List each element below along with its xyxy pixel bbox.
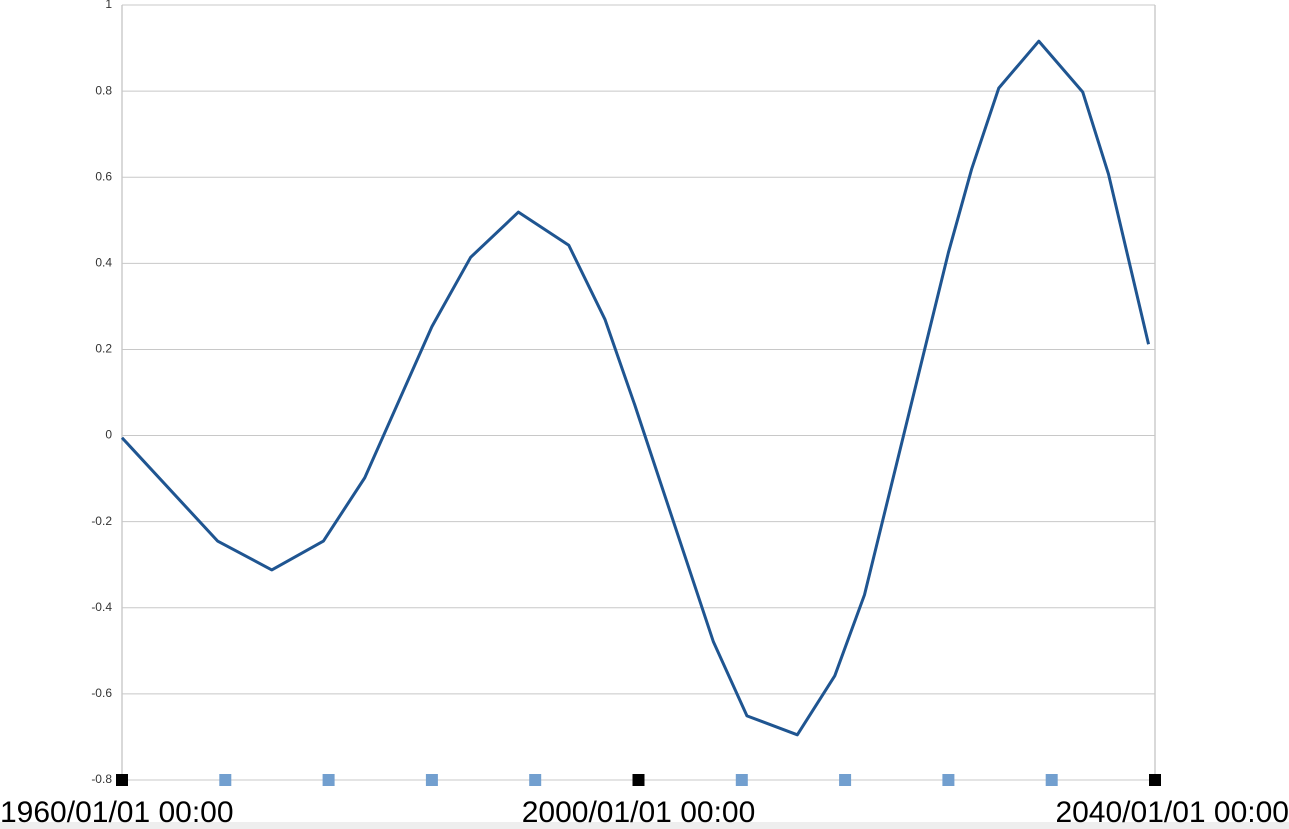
- y-tick-label: 0.2: [95, 342, 112, 356]
- x-major-tick: [116, 774, 128, 786]
- x-tick-label: 1960/01/01 00:00: [0, 796, 234, 829]
- line-series: [120, 39, 1151, 737]
- y-tick-label: -0.8: [91, 772, 112, 786]
- x-major-tick: [1149, 774, 1161, 786]
- y-tick-label: 0.6: [95, 169, 112, 183]
- x-tick-label: 2040/01/01 00:00: [1055, 796, 1289, 829]
- y-tick-label: 0.8: [95, 83, 112, 97]
- x-minor-tick: [1045, 774, 1058, 786]
- x-minor-tick: [529, 774, 542, 786]
- x-minor-tick: [322, 774, 335, 786]
- y-tick-label: 1: [105, 0, 112, 11]
- y-tick-label: 0.4: [95, 256, 112, 270]
- y-tick-label: -0.6: [91, 686, 112, 700]
- x-minor-tick: [219, 774, 232, 786]
- x-minor-tick: [735, 774, 748, 786]
- x-minor-tick: [425, 774, 438, 786]
- x-tick-label: 2000/01/01 00:00: [522, 796, 756, 829]
- scroll-strip: [0, 822, 1289, 829]
- y-tick-label: -0.4: [91, 600, 112, 614]
- x-minor-tick: [942, 774, 955, 786]
- y-tick-label: 0: [105, 428, 112, 442]
- y-tick-label: -0.2: [91, 514, 112, 528]
- x-minor-tick: [839, 774, 852, 786]
- x-major-tick: [632, 774, 645, 786]
